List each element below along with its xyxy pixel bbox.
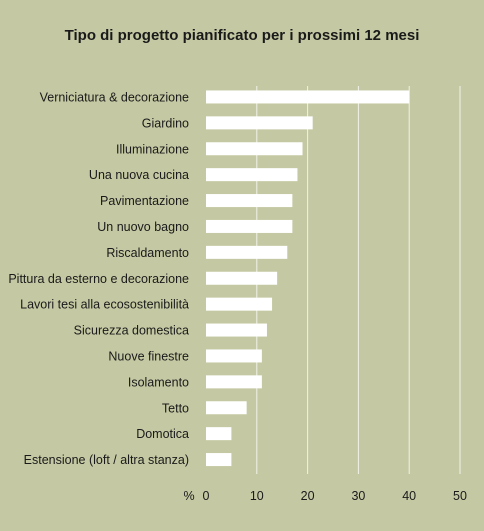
bar (206, 453, 232, 467)
category-label: Estensione (loft / altra stanza) (24, 453, 189, 467)
category-label: Lavori tesi alla ecosostenibilità (20, 298, 189, 312)
bar (206, 116, 313, 130)
category-label: Nuove finestre (108, 349, 189, 363)
bar (206, 427, 232, 441)
tick-label: 50 (453, 489, 467, 503)
bar (206, 401, 247, 415)
category-label: Una nuova cucina (89, 168, 189, 182)
bar (206, 297, 273, 311)
category-label: Illuminazione (116, 142, 189, 156)
category-label: Tetto (162, 401, 189, 415)
chart-title: Tipo di progetto pianificato per i pross… (64, 27, 420, 44)
category-label: Verniciatura & decorazione (40, 90, 189, 104)
bar (206, 271, 278, 285)
tick-label: 10 (250, 489, 264, 503)
category-label: Pavimentazione (100, 194, 189, 208)
bar (206, 375, 262, 389)
bar (206, 245, 288, 259)
category-label: Riscaldamento (106, 246, 189, 260)
tick-label: 30 (351, 489, 365, 503)
bar (206, 142, 303, 156)
bar (206, 194, 293, 208)
tick-label: 20 (301, 489, 315, 503)
bar (206, 323, 267, 337)
unit-label: % (183, 489, 194, 503)
bar (206, 90, 410, 104)
category-label: Domotica (136, 427, 189, 441)
category-label: Sicurezza domestica (74, 324, 189, 338)
category-label: Isolamento (128, 375, 189, 389)
category-label: Pittura da esterno e decorazione (8, 272, 189, 286)
tick-label: 0 (203, 489, 210, 503)
bar (206, 349, 262, 363)
bar (206, 168, 298, 182)
category-label: Un nuovo bagno (97, 220, 189, 234)
category-label: Giardino (142, 116, 189, 130)
tick-label: 40 (402, 489, 416, 503)
bar (206, 219, 293, 233)
